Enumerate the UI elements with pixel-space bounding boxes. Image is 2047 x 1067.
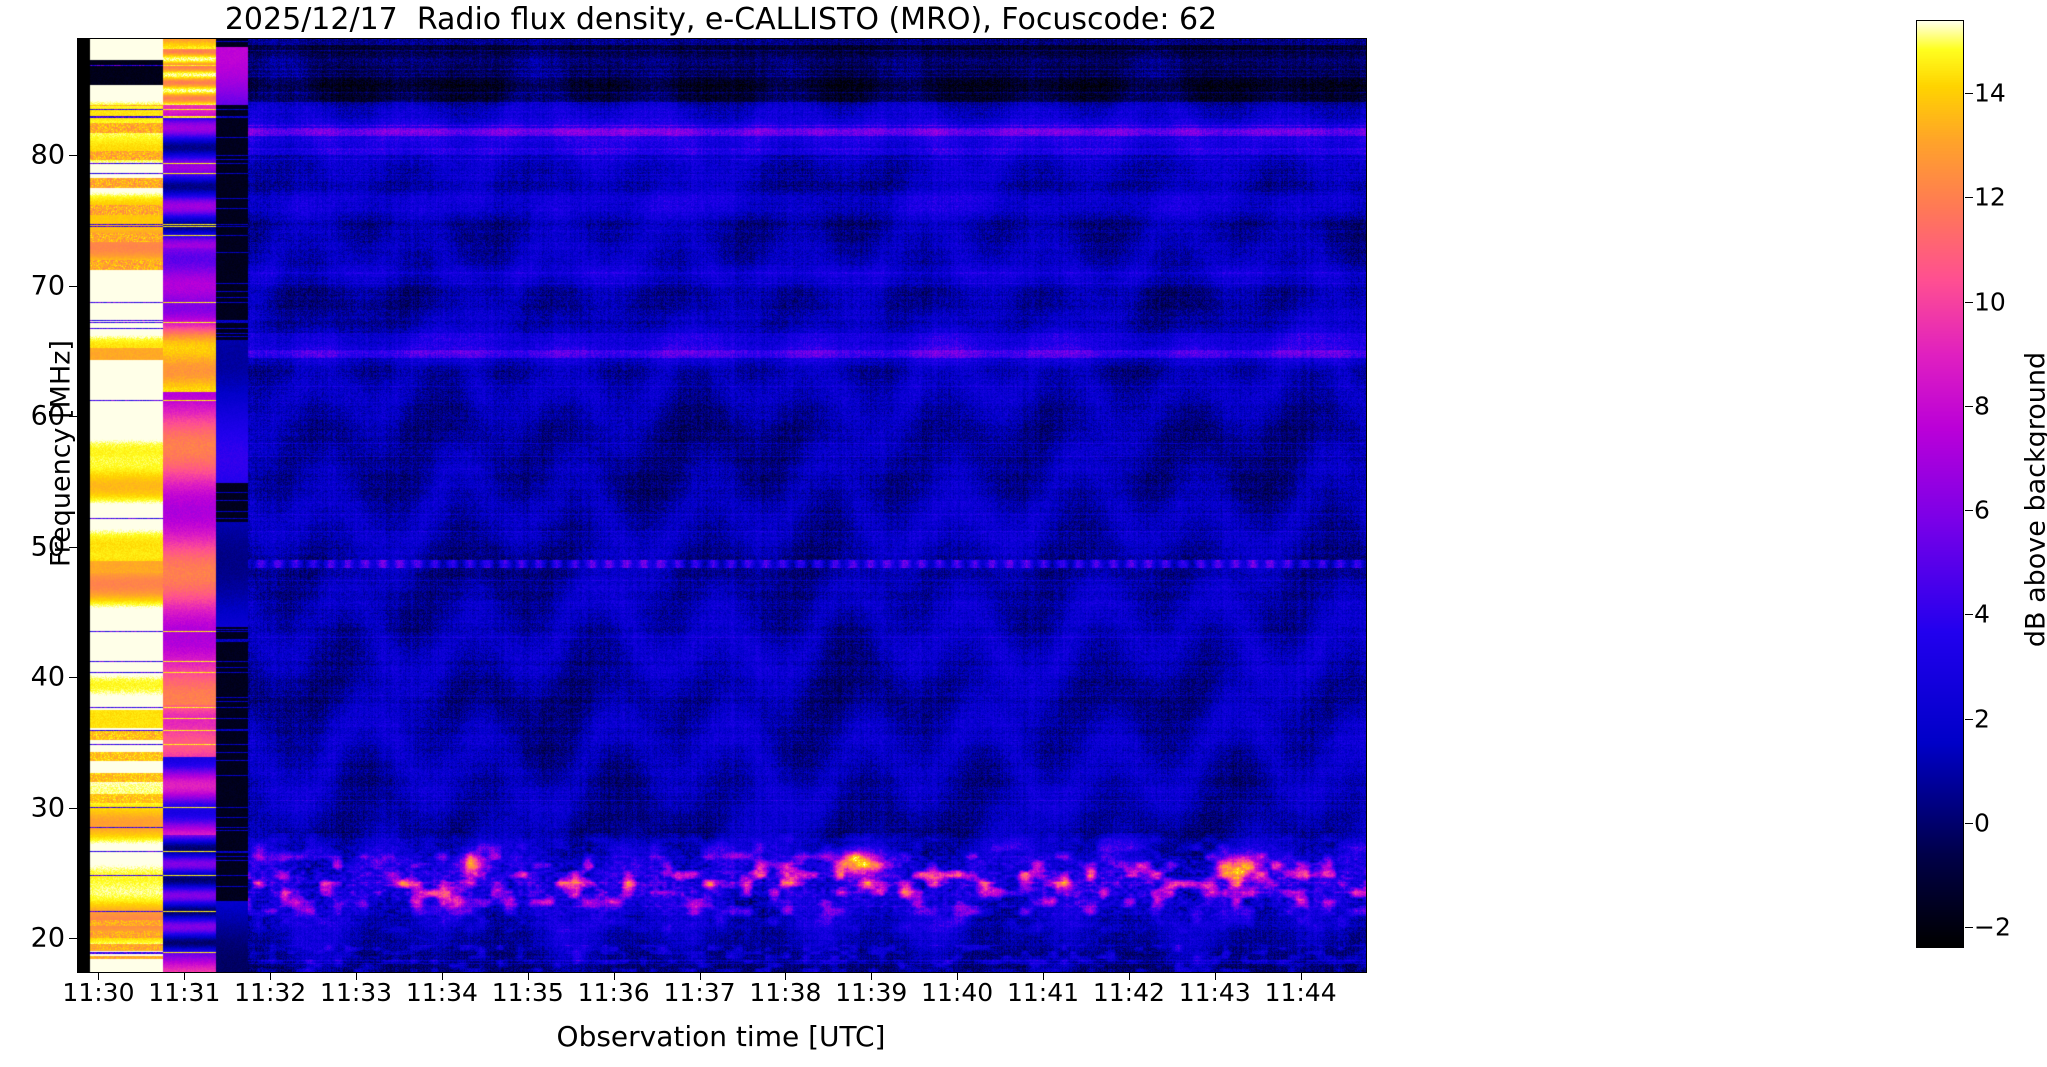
spectrogram-axes[interactable]: [77, 38, 1367, 973]
colorbar-tick-label: 12: [1974, 182, 2006, 212]
y-tick-mark: [69, 938, 77, 940]
x-tick-mark: [1043, 972, 1044, 980]
x-tick-label: 11:44: [1264, 978, 1337, 1007]
x-tick-mark: [871, 972, 873, 980]
y-tick-mark: [69, 807, 77, 809]
y-tick-label: 70: [30, 270, 65, 302]
x-tick-mark: [1300, 972, 1302, 980]
colorbar-tick-label: 6: [1974, 495, 1990, 525]
x-tick-label: 11:42: [1092, 978, 1165, 1007]
y-tick-label: 40: [30, 661, 65, 693]
x-tick-mark: [441, 972, 443, 980]
colorbar-tick-label: 0: [1974, 808, 1990, 838]
colorbar-tick-label: 8: [1974, 391, 1990, 421]
colorbar-tick-mark: [1965, 614, 1973, 616]
y-tick-mark: [69, 677, 77, 679]
x-tick-label: 11:40: [921, 978, 994, 1007]
figure-title: 2025/12/17 Radio flux density, e-CALLIST…: [224, 2, 1218, 37]
spectrogram-heatmap[interactable]: [78, 39, 1366, 972]
y-tick-label: 80: [30, 139, 65, 171]
colorbar-tick-label: 10: [1974, 287, 2006, 317]
x-tick-label: 11:43: [1178, 978, 1251, 1007]
x-tick-mark: [613, 972, 615, 980]
x-tick-label: 11:32: [234, 978, 307, 1007]
x-tick-label: 11:31: [148, 978, 221, 1007]
colorbar-tick-label: 4: [1974, 599, 1990, 629]
colorbar-tick-mark: [1965, 92, 1973, 94]
y-tick-mark: [69, 416, 77, 418]
colorbar-tick-mark: [1965, 822, 1973, 824]
x-tick-label: 11:36: [577, 978, 650, 1007]
x-tick-label: 11:35: [491, 978, 564, 1007]
y-tick-label: 20: [30, 922, 65, 954]
y-tick-mark: [69, 155, 77, 157]
y-axis-label: Frequency [MHz]: [45, 340, 77, 567]
x-tick-label: 11:30: [62, 978, 135, 1007]
x-tick-mark: [356, 972, 358, 980]
x-tick-mark: [1128, 972, 1130, 980]
x-tick-mark: [98, 972, 100, 980]
y-tick-label: 30: [30, 792, 65, 824]
colorbar-tick-mark: [1965, 301, 1973, 303]
x-tick-mark: [270, 972, 272, 980]
colorbar-gradient: [1916, 20, 1964, 948]
x-tick-mark: [527, 972, 529, 980]
x-tick-mark: [1214, 972, 1216, 980]
colorbar-tick-label: 14: [1974, 78, 2006, 108]
x-tick-mark: [785, 972, 787, 980]
colorbar-tick-mark: [1965, 510, 1973, 512]
colorbar-tick-mark: [1965, 197, 1973, 199]
y-tick-mark: [69, 546, 77, 548]
colorbar[interactable]: [1916, 20, 1964, 948]
colorbar-tick-mark: [1965, 405, 1973, 407]
x-tick-label: 11:37: [663, 978, 736, 1007]
y-tick-label: 50: [30, 531, 65, 563]
x-axis-label: Observation time [UTC]: [556, 1020, 886, 1053]
y-tick-mark: [69, 285, 77, 287]
x-tick-label: 11:34: [405, 978, 478, 1007]
x-tick-label: 11:39: [835, 978, 908, 1007]
x-tick-label: 11:38: [749, 978, 822, 1007]
x-tick-mark: [699, 972, 701, 980]
x-tick-mark: [957, 972, 959, 980]
x-tick-label: 11:41: [1006, 978, 1080, 1007]
x-tick-label: 11:33: [320, 978, 393, 1007]
colorbar-tick-mark: [1965, 927, 1973, 929]
x-tick-mark: [184, 972, 186, 980]
colorbar-tick-mark: [1965, 718, 1973, 720]
colorbar-label: dB above background: [2020, 351, 2047, 648]
colorbar-tick-label: 2: [1974, 704, 1990, 734]
y-tick-label: 60: [30, 400, 65, 432]
colorbar-tick-label: −2: [1974, 912, 2011, 942]
